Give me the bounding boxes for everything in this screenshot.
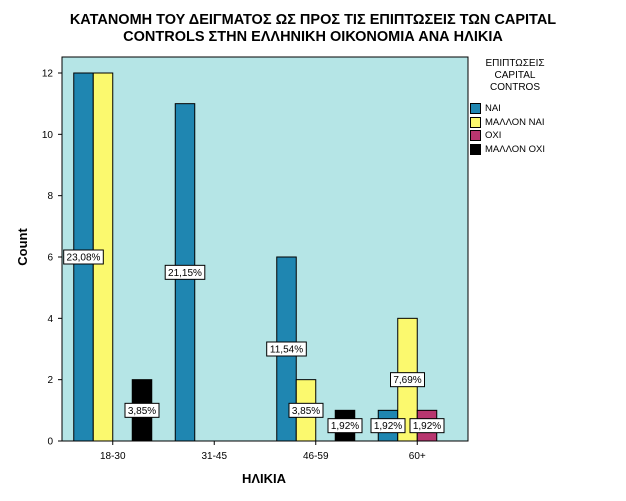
- data-label-text: 21,15%: [168, 268, 202, 279]
- legend-item-oxi: ΟΧΙ: [470, 129, 615, 143]
- data-label-31-45-ΝΑΙ: 21,15%: [164, 264, 206, 280]
- y-tick-label: 8: [47, 191, 53, 202]
- data-label-text: 1,92%: [374, 421, 402, 432]
- axes-group: 0 2 4 6 8 10 12 18-30 31-45 46-59 60+: [42, 69, 426, 463]
- legend-item-mallon-nai: ΜΑΛΛΟΝ ΝΑΙ: [470, 116, 615, 130]
- legend-item-nai: ΝΑΙ: [470, 102, 615, 116]
- legend-title-line: CAPITAL: [494, 70, 536, 81]
- x-tick-label: 46-59: [303, 451, 329, 462]
- y-tick-label: 4: [47, 314, 53, 325]
- data-labels-group: 23,08% 3,85% 21,15% 11,54% 3,85% 1,92% 1,92% 7,…: [63, 249, 445, 434]
- data-label-46-59-ΜΑΛΛΟΝ ΝΑΙ: 3,85%: [288, 402, 324, 418]
- legend-item-mallon-oxi: ΜΑΛΛΟΝ ΟΧΙ: [470, 143, 615, 157]
- data-label-box: [63, 249, 104, 265]
- data-label-box: [409, 418, 445, 434]
- data-label-text: 23,08%: [67, 253, 101, 264]
- data-label-46-59-ΝΑΙ: 11,54%: [266, 341, 307, 357]
- chart-title-line1: ΚΑΤΑΝΟΜΗ ΤΟΥ ΔΕΙΓΜΑΤΟΣ ΩΣ ΠΡΟΣ ΤΙΣ ΕΠΙΠΤ…: [69, 12, 557, 28]
- legend-swatch: [470, 116, 481, 128]
- legend-title: ΕΠΙΠΤΩΣΕΙΣ CAPITAL CONTROS: [470, 58, 560, 94]
- y-tick-label: 10: [42, 130, 54, 141]
- data-label-box: [266, 341, 307, 357]
- y-tick-label: 0: [47, 437, 53, 448]
- y-tick-label: 6: [47, 253, 53, 264]
- data-label-box: [124, 402, 160, 418]
- y-tick-label: 12: [42, 69, 54, 80]
- data-label-text: 7,69%: [393, 375, 421, 386]
- data-label-60+-ΟΧΙ: 1,92%: [409, 418, 445, 434]
- legend-label: ΝΑΙ: [485, 103, 501, 115]
- data-label-text: 1,92%: [331, 421, 359, 432]
- chart-title-line2: CONTROLS ΣΤΗΝ ΕΛΛΗΝΙΚΗ ΟΙΚΟΝΟΜΙΑ ΑΝΑ ΗΛΙ…: [123, 29, 503, 45]
- x-tick-label: 18-30: [100, 451, 126, 462]
- data-label-text: 1,92%: [413, 421, 441, 432]
- legend: ΕΠΙΠΤΩΣΕΙΣ CAPITAL CONTROS ΝΑΙ ΜΑΛΛΟΝ ΝΑ…: [470, 58, 615, 156]
- legend-swatch: [470, 103, 481, 115]
- data-label-text: 3,85%: [128, 406, 156, 417]
- legend-label: ΜΑΛΛΟΝ ΝΑΙ: [485, 116, 545, 128]
- legend-label: ΟΧΙ: [485, 130, 502, 142]
- x-tick-label: 60+: [409, 451, 426, 462]
- y-tick-label: 2: [47, 375, 53, 386]
- legend-swatch: [470, 130, 481, 142]
- legend-title-line: ΕΠΙΠΤΩΣΕΙΣ: [485, 58, 545, 69]
- data-label-60+-ΜΑΛΛΟΝ ΝΑΙ: 7,69%: [390, 372, 425, 388]
- data-label-46-59-ΜΑΛΛΟΝ ΟΧΙ: 1,92%: [327, 418, 363, 434]
- data-label-text: 11,54%: [270, 345, 303, 356]
- data-label-60+-ΝΑΙ: 1,92%: [370, 418, 406, 434]
- data-label-box: [370, 418, 406, 434]
- data-label-18-30-ΜΑΛΛΟΝ ΟΧΙ: 3,85%: [124, 402, 160, 418]
- chart-title: ΚΑΤΑΝΟΜΗ ΤΟΥ ΔΕΙΓΜΑΤΟΣ ΩΣ ΠΡΟΣ ΤΙΣ ΕΠΙΠΤ…: [0, 12, 626, 46]
- data-label-box: [164, 264, 206, 280]
- y-axis-label: Count: [15, 228, 30, 266]
- legend-swatch: [470, 143, 481, 155]
- data-label-18-30-ΝΑΙ: 23,08%: [63, 249, 104, 265]
- legend-title-line: CONTROS: [490, 82, 540, 93]
- data-label-box: [327, 418, 363, 434]
- data-label-text: 3,85%: [292, 406, 320, 417]
- x-tick-label: 31-45: [201, 451, 227, 462]
- x-axis-label: ΗΛΙΚΙΑ: [242, 471, 287, 486]
- legend-label: ΜΑΛΛΟΝ ΟΧΙ: [485, 143, 545, 155]
- data-label-box: [288, 402, 324, 418]
- data-label-box: [390, 372, 425, 388]
